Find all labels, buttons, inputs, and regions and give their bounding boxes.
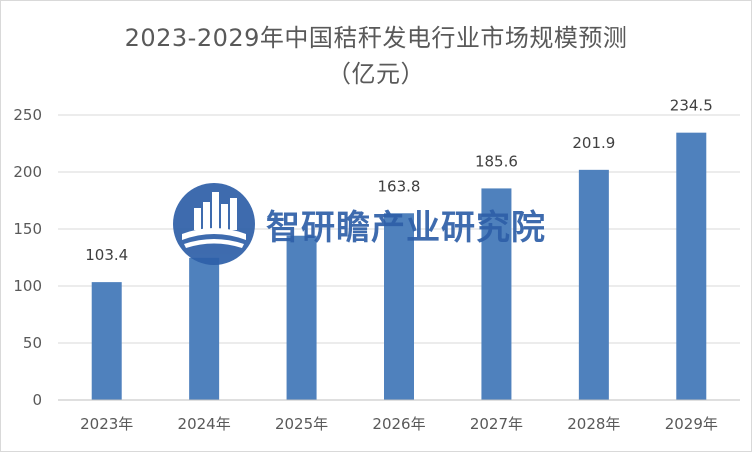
y-tick-label: 50 bbox=[23, 334, 42, 352]
data-label: 185.6 bbox=[475, 152, 518, 170]
data-label: 234.5 bbox=[670, 97, 713, 115]
y-tick-label: 250 bbox=[13, 106, 42, 124]
bar bbox=[481, 188, 512, 400]
data-label: 201.9 bbox=[572, 134, 615, 152]
x-tick-label: 2024年 bbox=[178, 415, 231, 433]
x-tick-label: 2028年 bbox=[567, 415, 620, 433]
chart-title: 2023-2029年中国秸秆发电行业市场规模预测 bbox=[124, 24, 628, 52]
data-labels: 103.4 163.8 185.6 201.9 234.5 bbox=[85, 97, 713, 264]
x-tick-label: 2023年 bbox=[80, 415, 133, 433]
y-tick-label: 0 bbox=[32, 391, 42, 409]
bar bbox=[384, 213, 414, 400]
x-tick-label: 2026年 bbox=[372, 415, 425, 433]
watermark-logo bbox=[173, 183, 255, 265]
bar bbox=[91, 282, 122, 400]
axes: 0 50 100 150 200 250 2023年 2024年 2025年 2026年 2027年… bbox=[13, 106, 740, 433]
bars bbox=[91, 132, 707, 401]
bar bbox=[286, 235, 317, 400]
x-tick-label: 2029年 bbox=[665, 415, 718, 433]
y-tick-label: 200 bbox=[13, 163, 42, 181]
bar bbox=[676, 132, 707, 401]
data-label: 163.8 bbox=[378, 177, 421, 195]
watermark-emblem-icon bbox=[173, 183, 255, 265]
bar bbox=[578, 169, 609, 400]
data-label: 103.4 bbox=[85, 246, 128, 264]
x-tick-label: 2027年 bbox=[470, 415, 523, 433]
y-tick-label: 100 bbox=[13, 277, 42, 295]
x-tick-label: 2025年 bbox=[275, 415, 328, 433]
bar bbox=[189, 257, 220, 400]
chart-subtitle: （亿元） bbox=[327, 60, 425, 88]
y-tick-label: 150 bbox=[13, 220, 42, 238]
watermark-text: 智研瞻产业研究院 bbox=[266, 208, 546, 248]
